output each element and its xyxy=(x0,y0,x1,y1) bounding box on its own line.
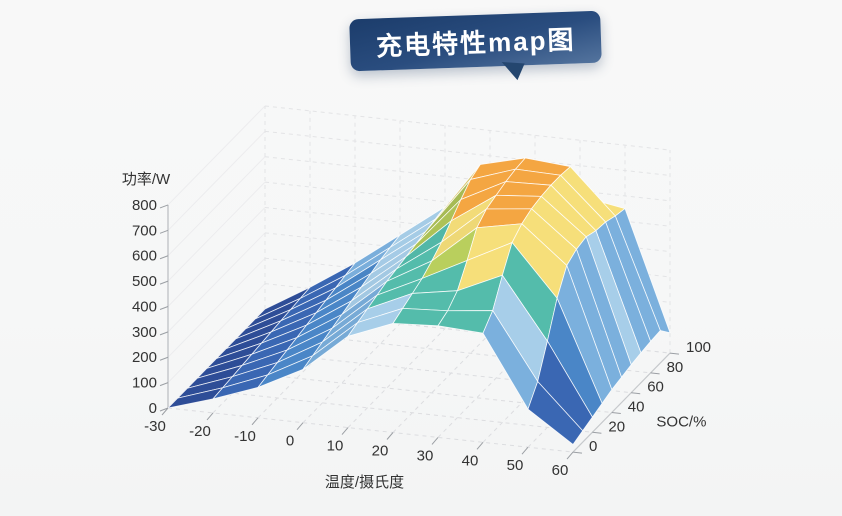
y-axis-name: SOC/% xyxy=(656,413,706,430)
z-axis-tick-label: 600 xyxy=(132,248,157,265)
chart-title-bubble: 充电特性map图 xyxy=(349,10,603,72)
x-axis-tick-label: -30 xyxy=(144,418,166,435)
z-axis-tick-label: 100 xyxy=(132,375,157,392)
y-axis-tick-label: 100 xyxy=(686,339,711,356)
chart-title: 充电特性map图 xyxy=(375,24,576,61)
y-axis-tick-label: 40 xyxy=(628,399,645,416)
x-axis-tick-label: 10 xyxy=(327,438,344,455)
soc-axis xyxy=(572,352,671,453)
x-axis-labels: -30 -20 -10 0 10 20 30 40 50 60 温度/摄氏度 xyxy=(144,407,574,491)
z-axis-name: 功率/W xyxy=(122,171,171,188)
y-axis-tick-label: 0 xyxy=(589,438,597,455)
y-axis-tick-label: 60 xyxy=(647,379,664,396)
x-axis-tick-label: -10 xyxy=(234,428,256,445)
x-axis-tick-label: 0 xyxy=(286,433,294,450)
x-axis-tick-label: 40 xyxy=(462,452,479,469)
x-axis-tick-label: 60 xyxy=(552,462,569,479)
surface-cell xyxy=(527,381,584,445)
x-axis-tick-label: 50 xyxy=(507,457,524,474)
z-axis-tick-label: 500 xyxy=(132,273,157,290)
x-axis-tick-label: 20 xyxy=(372,443,389,460)
left-wall-grid xyxy=(167,105,266,409)
z-axis: 0 100 200 300 400 500 600 700 800 功率/W xyxy=(122,171,171,417)
y-axis-tick-label: 20 xyxy=(608,418,625,435)
surface-mesh xyxy=(167,157,671,445)
x-axis-name: 温度/摄氏度 xyxy=(325,474,404,491)
z-axis-tick-label: 300 xyxy=(132,324,157,341)
z-axis-tick-label: 0 xyxy=(149,400,157,417)
z-axis-tick-label: 400 xyxy=(132,298,157,315)
y-axis-tick-label: 80 xyxy=(667,359,684,376)
x-axis-tick-label: -20 xyxy=(189,423,211,440)
z-axis-tick-label: 200 xyxy=(132,349,157,366)
x-axis-tick-label: 30 xyxy=(417,447,434,464)
z-axis-tick-label: 800 xyxy=(132,197,157,214)
z-axis-tick-label: 700 xyxy=(132,222,157,239)
